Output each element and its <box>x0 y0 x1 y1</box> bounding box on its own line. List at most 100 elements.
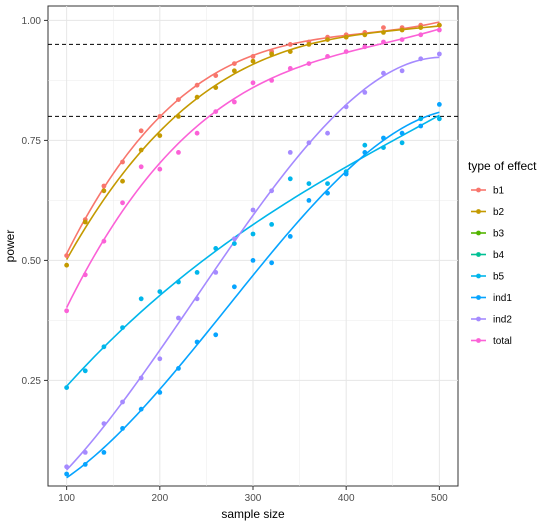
point-b2 <box>399 27 405 33</box>
legend-key-point <box>476 316 481 322</box>
point-ind2 <box>64 464 70 470</box>
point-ind1 <box>381 135 386 141</box>
point-ind1 <box>306 198 312 203</box>
point-ind1 <box>325 190 330 196</box>
point-b5 <box>231 241 237 247</box>
point-ind1 <box>418 123 424 129</box>
legend-item-b4: b4 <box>470 246 505 263</box>
point-total <box>269 78 275 83</box>
point-total <box>287 66 293 71</box>
curve-b2 <box>65 25 440 260</box>
legend-label: b4 <box>493 250 505 261</box>
point-b2 <box>101 188 107 194</box>
point-b5 <box>250 231 256 237</box>
point-total <box>325 54 330 59</box>
legend-label: ind1 <box>493 293 512 304</box>
point-total <box>418 32 424 38</box>
point-total <box>82 272 88 278</box>
point-b1 <box>157 114 163 119</box>
point-ind2 <box>82 450 88 455</box>
point-b2 <box>306 42 312 47</box>
point-total <box>343 49 349 54</box>
curve-b5 <box>66 114 440 387</box>
point-ind2 <box>343 104 349 110</box>
x-tick-label: 400 <box>338 493 355 504</box>
point-ind1 <box>176 366 181 371</box>
point-b2 <box>436 22 442 28</box>
point-b2 <box>157 133 163 139</box>
point-total <box>138 164 144 170</box>
point-total <box>157 166 163 172</box>
point-b2 <box>418 25 424 30</box>
point-b5 <box>362 142 368 148</box>
legend: type of effect b1 b2 b3 b4 b5 ind1 ind2 total <box>468 159 537 349</box>
point-ind2 <box>362 90 368 95</box>
point-b1 <box>138 128 144 134</box>
legend-item-total: total <box>470 332 512 349</box>
curve-total <box>65 28 440 308</box>
point-b5 <box>157 289 163 294</box>
legend-title: type of effect <box>468 159 537 173</box>
point-b5 <box>381 145 386 151</box>
point-b1 <box>287 42 293 47</box>
point-b5 <box>399 140 405 146</box>
point-total <box>250 80 256 86</box>
point-b5 <box>287 176 293 182</box>
data-points <box>64 22 442 477</box>
point-ind2 <box>269 188 275 194</box>
x-tick-label: 200 <box>151 493 168 504</box>
grid <box>48 6 458 486</box>
point-b1 <box>213 73 219 78</box>
point-ind1 <box>138 406 144 412</box>
point-ind2 <box>287 150 293 155</box>
legend-item-b3: b3 <box>470 224 505 242</box>
point-ind2 <box>436 51 442 57</box>
point-ind1 <box>287 234 293 239</box>
legend-label: b2 <box>493 207 505 218</box>
point-ind2 <box>138 375 144 381</box>
point-ind2 <box>101 421 107 426</box>
legend-key-point <box>476 230 481 236</box>
point-ind1 <box>399 130 405 136</box>
point-total <box>64 308 70 314</box>
legend-label: b5 <box>493 272 505 283</box>
point-b2 <box>343 34 349 40</box>
point-b2 <box>381 30 386 35</box>
x-tick-label: 500 <box>431 493 448 504</box>
point-b1 <box>381 25 386 30</box>
point-ind1 <box>157 390 163 395</box>
x-axis-title: sample size <box>221 507 285 521</box>
y-axis-title: power <box>3 230 17 263</box>
point-b1 <box>194 82 200 88</box>
y-tick-label: 1.00 <box>22 16 42 27</box>
point-ind2 <box>120 399 125 405</box>
point-total <box>399 37 405 42</box>
legend-key-point <box>476 273 481 279</box>
point-ind1 <box>436 102 442 107</box>
point-total <box>306 61 312 66</box>
point-b5 <box>436 116 442 122</box>
legend-key-point <box>476 187 481 193</box>
point-b5 <box>269 222 275 227</box>
point-ind2 <box>306 140 312 146</box>
point-ind2 <box>231 236 237 242</box>
curve-ind2 <box>66 56 440 471</box>
legend-label: ind2 <box>493 315 512 326</box>
point-b2 <box>138 147 144 153</box>
point-total <box>194 130 200 136</box>
legend-item-b2: b2 <box>470 203 505 220</box>
point-b1 <box>250 54 256 59</box>
point-b2 <box>120 178 125 184</box>
point-ind1 <box>101 450 107 455</box>
point-b2 <box>82 219 88 225</box>
point-b2 <box>250 58 256 64</box>
point-b5 <box>64 385 70 390</box>
legend-key-point <box>476 338 481 343</box>
point-b5 <box>138 296 144 302</box>
legend-item-ind2: ind2 <box>470 310 512 328</box>
point-b5 <box>176 279 181 285</box>
point-ind1 <box>362 150 368 155</box>
legend-label: b3 <box>493 229 505 240</box>
point-b1 <box>120 159 125 165</box>
